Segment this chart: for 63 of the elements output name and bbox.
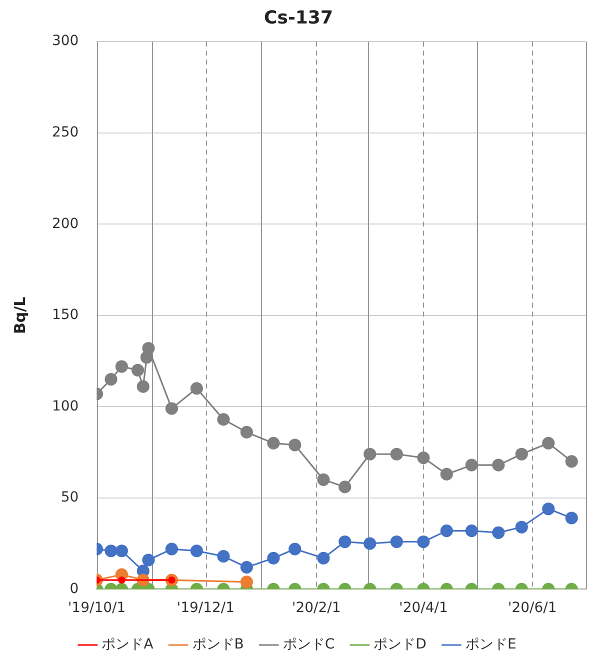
point xyxy=(417,535,430,548)
y-tick-label: 250 xyxy=(52,124,79,141)
legend-label: ポンドE xyxy=(465,636,516,653)
point xyxy=(217,413,230,426)
point xyxy=(104,544,118,558)
point xyxy=(267,436,280,450)
y-tick-label: 100 xyxy=(52,398,79,414)
point xyxy=(515,520,528,534)
point xyxy=(465,458,478,472)
x-tick-label: '19/10/1 xyxy=(68,600,126,616)
point xyxy=(240,560,253,574)
point xyxy=(317,473,330,486)
point xyxy=(142,342,155,355)
point xyxy=(190,544,203,558)
point xyxy=(267,552,280,564)
chart-title: Cs-137 xyxy=(264,7,333,28)
point xyxy=(565,512,578,524)
point xyxy=(338,535,352,548)
y-tick-label: 200 xyxy=(52,216,79,232)
y-tick-label: 150 xyxy=(52,307,79,324)
point xyxy=(364,537,376,550)
legend-label: ポンドA xyxy=(102,636,154,653)
legend-label: ポンドD xyxy=(374,636,426,653)
point xyxy=(542,502,555,516)
y-tick-label: 0 xyxy=(70,580,79,597)
point xyxy=(492,526,505,539)
x-tick-label: '20/4/1 xyxy=(398,600,448,616)
point xyxy=(288,542,302,556)
y-tick-label: 300 xyxy=(52,33,79,50)
point xyxy=(338,480,352,494)
point xyxy=(364,448,376,460)
point xyxy=(142,554,155,566)
point xyxy=(165,542,178,556)
point xyxy=(217,550,230,563)
y-tick-label: 50 xyxy=(60,490,79,506)
point xyxy=(317,552,330,564)
legend-label: ポンドC xyxy=(282,636,335,653)
point xyxy=(131,364,144,376)
point xyxy=(240,576,253,588)
point xyxy=(390,448,403,460)
x-tick-label: '20/2/1 xyxy=(292,600,341,616)
point xyxy=(515,448,528,460)
point xyxy=(492,458,505,472)
point xyxy=(115,544,128,558)
point xyxy=(542,436,555,450)
point xyxy=(240,426,253,439)
point xyxy=(465,524,478,538)
point xyxy=(104,372,118,386)
point xyxy=(440,468,453,481)
point xyxy=(115,360,128,373)
point xyxy=(417,451,430,464)
point xyxy=(565,455,578,468)
point xyxy=(165,402,178,415)
x-tick-label: '20/6/1 xyxy=(508,600,557,616)
point xyxy=(288,438,302,452)
point xyxy=(136,380,150,393)
y-axis-title: Bq/L xyxy=(10,296,29,334)
point xyxy=(190,382,203,395)
point xyxy=(440,524,453,538)
legend-label: ポンドB xyxy=(192,636,244,653)
x-tick-label: '19/12/1 xyxy=(176,600,235,616)
point xyxy=(390,535,403,548)
point xyxy=(118,576,126,584)
